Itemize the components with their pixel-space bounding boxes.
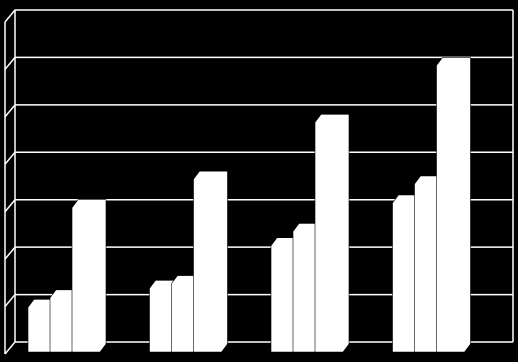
grid-line — [4, 9, 513, 23]
grid-line — [4, 56, 513, 70]
bar — [314, 114, 350, 353]
bar — [436, 57, 471, 353]
bar — [193, 170, 228, 353]
grid-line — [4, 104, 513, 118]
bar — [71, 199, 107, 353]
